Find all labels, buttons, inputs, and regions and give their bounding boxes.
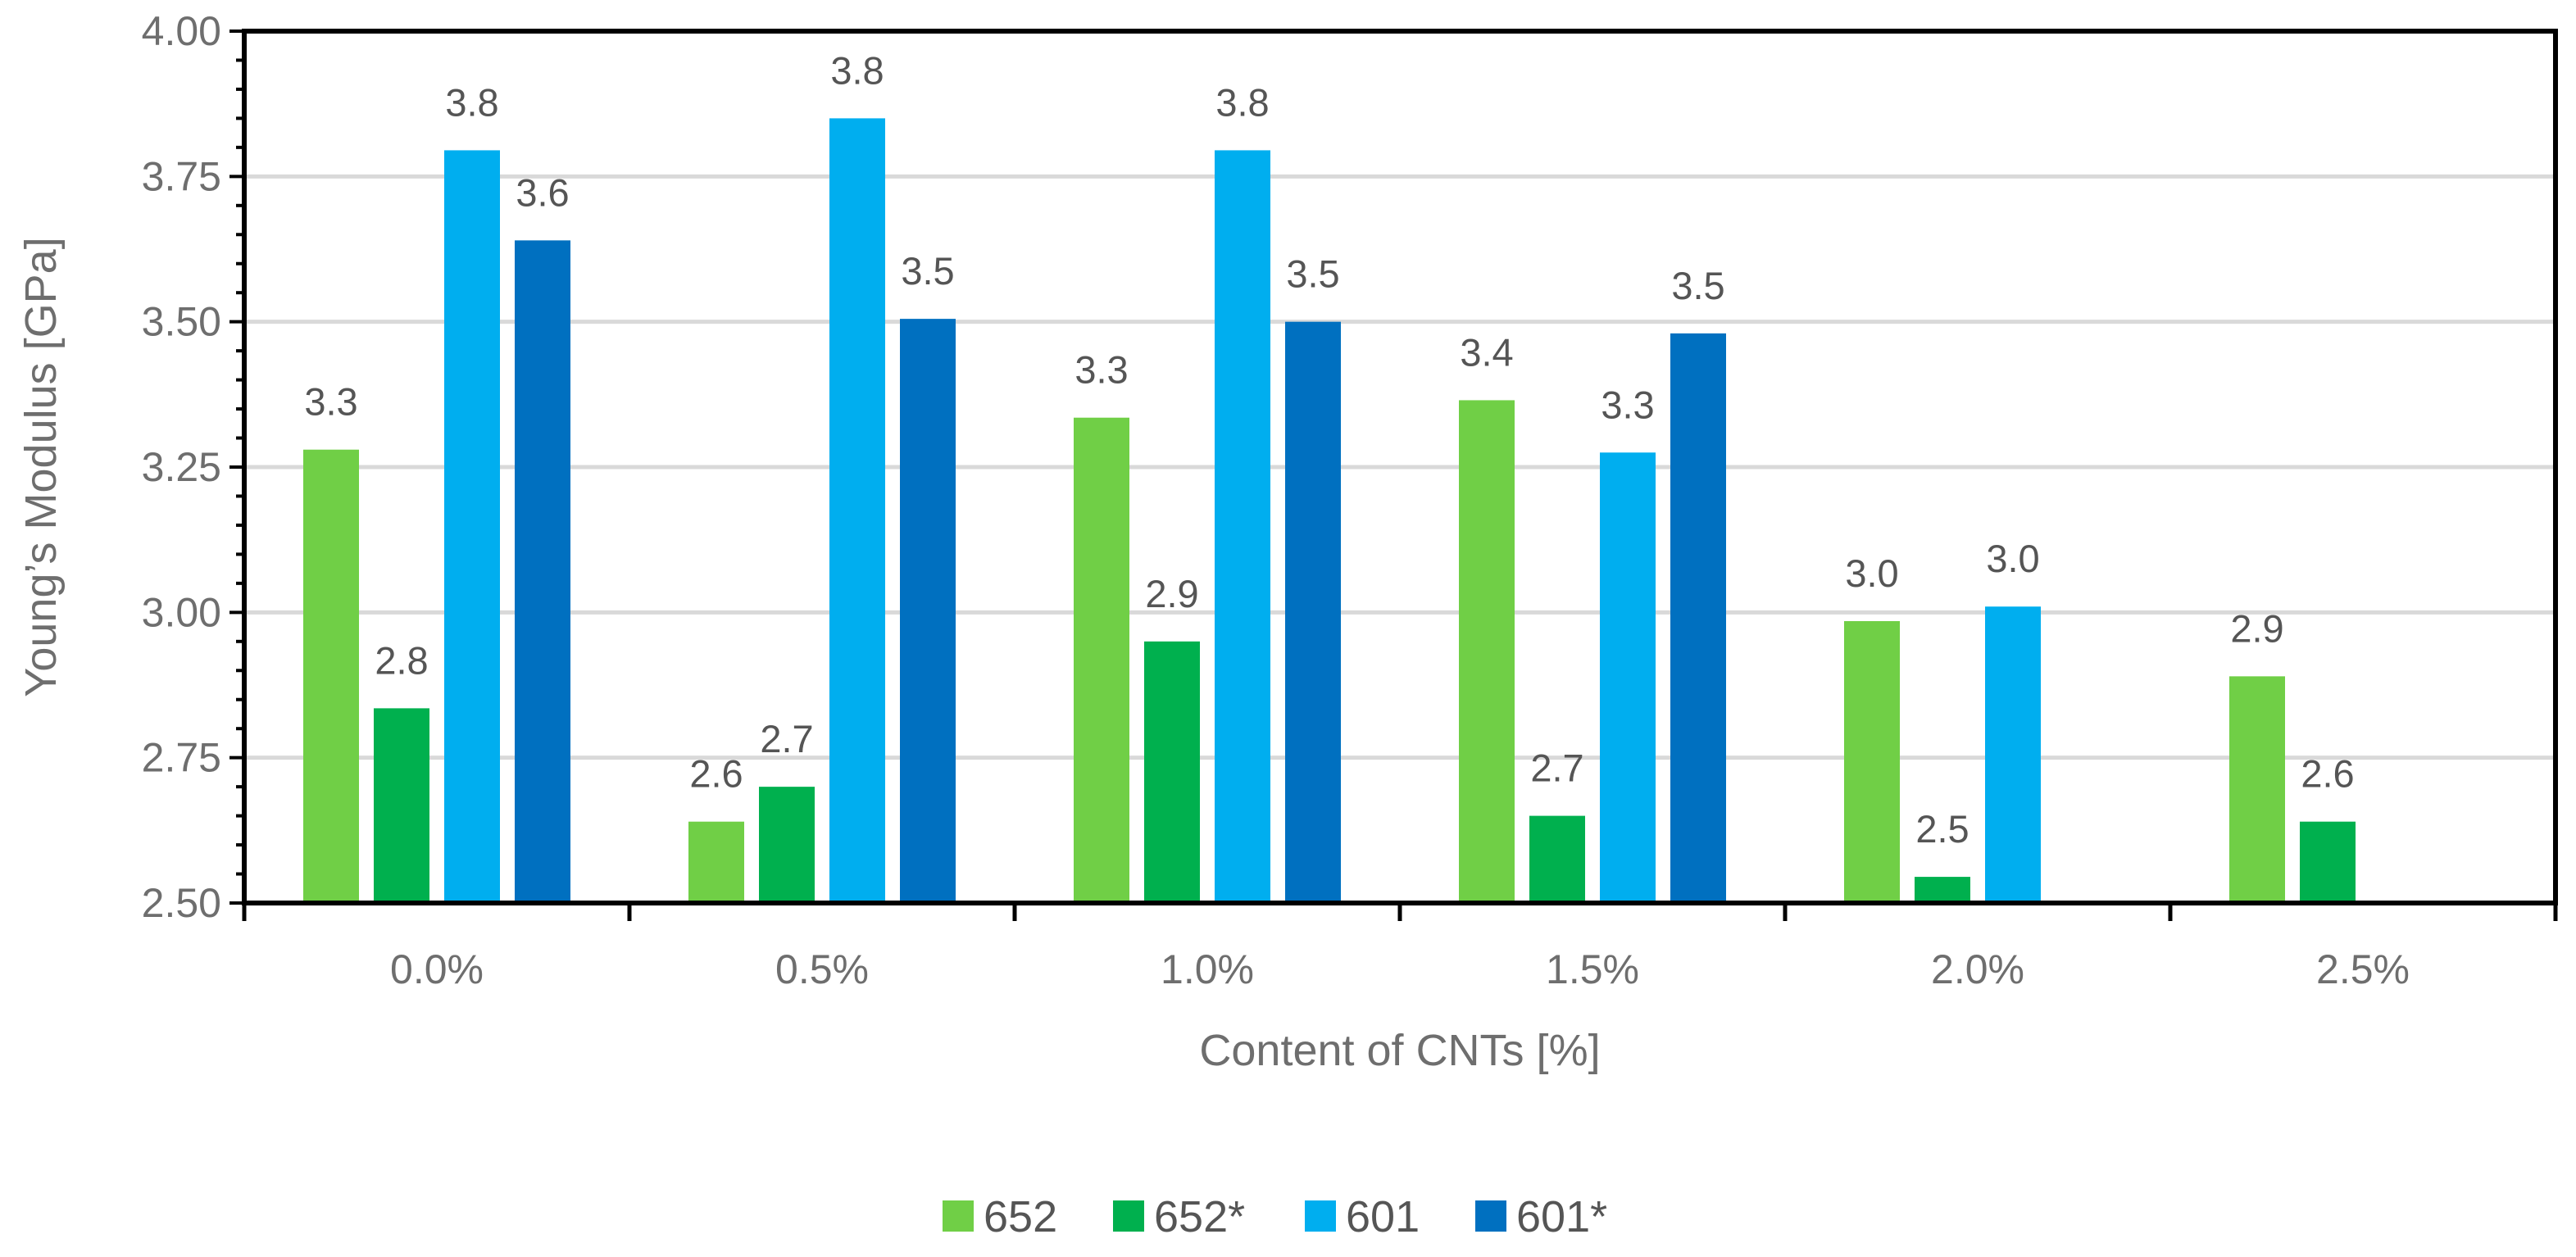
data-label: 3.3: [304, 380, 357, 424]
data-label: 2.6: [689, 752, 743, 796]
bar: [1600, 452, 1656, 903]
data-label: 2.7: [760, 717, 813, 760]
y-tick-label: 2.50: [142, 880, 221, 926]
x-tick-label: 0.5%: [775, 946, 869, 992]
data-label: 3.3: [1601, 383, 1654, 426]
bar: [1985, 606, 2041, 903]
bar: [1915, 877, 1970, 903]
data-label: 2.7: [1530, 746, 1583, 790]
legend-label: 601*: [1516, 1192, 1607, 1241]
bar: [1074, 417, 1129, 903]
legend: 652 652* 601 601*: [943, 1192, 1607, 1241]
legend-label: 601: [1346, 1192, 1420, 1241]
data-label: 2.8: [375, 638, 428, 682]
data-label: 2.6: [2301, 752, 2354, 796]
data-label: 2.9: [1145, 572, 1198, 615]
data-label: 3.0: [1845, 551, 1898, 595]
bar: [1529, 815, 1585, 903]
legend-label: 652: [984, 1192, 1057, 1241]
bar: [1670, 333, 1726, 903]
grid-lines: [244, 174, 2556, 760]
bar: [1215, 150, 1270, 903]
x-tick-label: 1.5%: [1546, 946, 1639, 992]
x-tick-label: 2.0%: [1931, 946, 2024, 992]
bar: [688, 821, 744, 903]
bar: [900, 319, 956, 903]
plot-frame: [242, 29, 2558, 905]
y-axis-title: Young’s Modulus [GPa]: [16, 237, 66, 697]
bar: [1285, 321, 1341, 904]
data-label: 3.5: [1671, 264, 1724, 307]
bar: [1144, 641, 1200, 903]
bar: [303, 449, 359, 903]
data-label: 3.5: [1286, 252, 1339, 296]
data-label: 2.5: [1915, 807, 1969, 851]
bars: [303, 118, 2496, 905]
data-label: 3.5: [901, 249, 954, 293]
data-label: 3.8: [1215, 80, 1269, 124]
legend-label: 652*: [1154, 1192, 1245, 1241]
bar: [1844, 620, 1900, 903]
data-label: 2.9: [2230, 606, 2283, 650]
bar: [829, 118, 885, 903]
y-tick-label: 3.00: [142, 589, 221, 635]
bar: [515, 240, 570, 903]
x-tick-label: 1.0%: [1161, 946, 1254, 992]
data-label: 3.8: [830, 48, 884, 92]
bar: [2300, 821, 2356, 903]
legend-swatch: [1475, 1200, 1506, 1232]
data-label: 3.6: [516, 170, 569, 214]
data-label: 3.0: [1986, 537, 2039, 580]
x-tick-label: 2.5%: [2316, 946, 2410, 992]
bar: [444, 150, 500, 903]
bar: [759, 787, 815, 903]
axes: 2.50 2.75 3.00 3.25 3.50 3.75 4.00 0.0% 0.5% 1.0%…: [142, 8, 2558, 992]
bar: [1459, 400, 1515, 904]
data-labels: 3.3 2.8 3.8 3.6 2.6 2.7 3.8 3.5 3.3 2.9 3.8 3.5 3.4 2…: [304, 48, 2354, 851]
legend-swatch: [943, 1200, 974, 1232]
x-axis-title: Content of CNTs [%]: [1199, 1026, 1600, 1075]
y-tick-label: 3.75: [142, 153, 221, 199]
data-label: 3.3: [1074, 348, 1128, 392]
y-tick-label: 4.00: [142, 8, 221, 54]
y-tick-label: 2.75: [142, 735, 221, 781]
data-label: 3.4: [1460, 330, 1513, 374]
y-tick-label: 3.25: [142, 444, 221, 490]
data-label: 3.8: [445, 80, 498, 124]
x-tick-label: 0.0%: [390, 946, 484, 992]
legend-swatch: [1305, 1200, 1336, 1232]
bar: [2229, 676, 2285, 903]
legend-swatch: [1113, 1200, 1144, 1232]
y-tick-label: 3.50: [142, 299, 221, 345]
bar: [374, 708, 429, 903]
